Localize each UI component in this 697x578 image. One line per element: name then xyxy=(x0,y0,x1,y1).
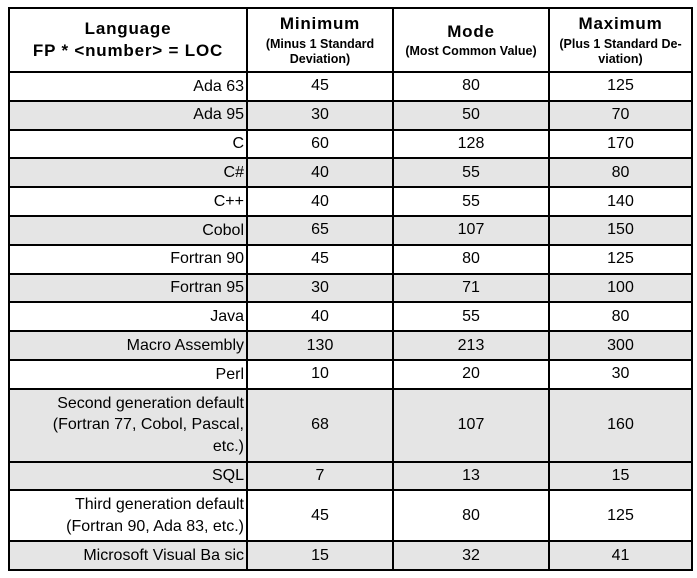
mode-cell: 80 xyxy=(392,243,550,275)
language-cell: Third generation default (Fortran 90, Ad… xyxy=(8,489,248,542)
table-row: Java 40 55 80 xyxy=(8,301,693,333)
mode-cell: 32 xyxy=(392,540,550,571)
language-cell: C++ xyxy=(8,186,248,217)
maximum-cell: 100 xyxy=(548,272,693,304)
maximum-cell: 125 xyxy=(548,489,693,542)
mode-cell: 71 xyxy=(392,272,550,304)
language-cell: Fortran 90 xyxy=(8,243,248,275)
mode-cell: 80 xyxy=(392,489,550,542)
language-cell: SQL xyxy=(8,460,248,492)
minimum-cell: 130 xyxy=(246,330,394,361)
table-body: Ada 63 45 80 125 Ada 95 30 50 70 C 60 12… xyxy=(8,71,693,571)
maximum-cell: 70 xyxy=(548,99,693,131)
maximum-cell: 125 xyxy=(548,243,693,275)
language-cell: Fortran 95 xyxy=(8,272,248,304)
maximum-cell: 300 xyxy=(548,330,693,361)
column-header-mode: Mode (Most Common Value) xyxy=(392,7,550,73)
minimum-header-subtitle: (Minus 1 Standard Deviation) xyxy=(265,36,375,66)
table-row: Ada 95 30 50 70 xyxy=(8,99,693,131)
minimum-cell: 45 xyxy=(246,243,394,275)
column-header-maximum: Maximum (Plus 1 Standard De- viation) xyxy=(548,7,693,73)
maximum-header-subtitle: (Plus 1 Standard De- viation) xyxy=(559,36,682,66)
maximum-cell: 125 xyxy=(548,71,693,102)
language-cell: Perl xyxy=(8,358,248,390)
mode-cell: 20 xyxy=(392,358,550,390)
maximum-cell: 41 xyxy=(548,540,693,571)
minimum-cell: 45 xyxy=(246,71,394,102)
table-row: Ada 63 45 80 125 xyxy=(8,71,693,102)
mode-header-subtitle: (Most Common Value) xyxy=(405,44,537,59)
maximum-cell: 170 xyxy=(548,128,693,160)
mode-cell: 50 xyxy=(392,99,550,131)
maximum-header-title: Maximum xyxy=(578,14,663,34)
maximum-cell: 80 xyxy=(548,157,693,189)
table-row: C# 40 55 80 xyxy=(8,157,693,189)
minimum-cell: 65 xyxy=(246,214,394,246)
minimum-cell: 15 xyxy=(246,540,394,571)
column-header-language: Language FP * <number> = LOC xyxy=(8,7,248,73)
mode-cell: 55 xyxy=(392,186,550,217)
mode-cell: 55 xyxy=(392,157,550,189)
minimum-cell: 45 xyxy=(246,489,394,542)
mode-cell: 55 xyxy=(392,301,550,333)
language-header-title: Language FP * <number> = LOC xyxy=(32,18,224,60)
table-row: Fortran 90 45 80 125 xyxy=(8,243,693,275)
mode-cell: 213 xyxy=(392,330,550,361)
language-cell: Macro Assembly xyxy=(8,330,248,361)
table-row: Fortran 95 30 71 100 xyxy=(8,272,693,304)
language-cell: Microsoft Visual Ba sic xyxy=(8,540,248,571)
minimum-cell: 68 xyxy=(246,387,394,463)
table-row: C++ 40 55 140 xyxy=(8,186,693,217)
minimum-cell: 40 xyxy=(246,186,394,217)
minimum-header-title: Minimum xyxy=(279,14,361,34)
language-cell: C xyxy=(8,128,248,160)
table-row: Third generation default (Fortran 90, Ad… xyxy=(8,489,693,542)
maximum-cell: 140 xyxy=(548,186,693,217)
maximum-cell: 30 xyxy=(548,358,693,390)
fp-loc-table: Language FP * <number> = LOC Minimum (Mi… xyxy=(8,7,693,571)
language-cell: Java xyxy=(8,301,248,333)
table-row: Second generation default (Fortran 77, C… xyxy=(8,387,693,463)
minimum-cell: 7 xyxy=(246,460,394,492)
maximum-cell: 80 xyxy=(548,301,693,333)
mode-cell: 80 xyxy=(392,71,550,102)
language-cell: C# xyxy=(8,157,248,189)
mode-cell: 128 xyxy=(392,128,550,160)
language-cell: Ada 95 xyxy=(8,99,248,131)
mode-header-title: Mode xyxy=(447,21,495,41)
minimum-cell: 60 xyxy=(246,128,394,160)
language-cell: Second generation default (Fortran 77, C… xyxy=(8,387,248,463)
language-cell: Ada 63 xyxy=(8,71,248,102)
minimum-cell: 30 xyxy=(246,272,394,304)
header-row: Language FP * <number> = LOC Minimum (Mi… xyxy=(8,7,693,73)
table-row: Cobol 65 107 150 xyxy=(8,214,693,246)
mode-cell: 13 xyxy=(392,460,550,492)
language-cell: Cobol xyxy=(8,214,248,246)
table-row: Perl 10 20 30 xyxy=(8,358,693,390)
table-row: Microsoft Visual Ba sic 15 32 41 xyxy=(8,540,693,571)
mode-cell: 107 xyxy=(392,214,550,246)
table-row: C 60 128 170 xyxy=(8,128,693,160)
mode-cell: 107 xyxy=(392,387,550,463)
maximum-cell: 160 xyxy=(548,387,693,463)
maximum-cell: 15 xyxy=(548,460,693,492)
table-row: SQL 7 13 15 xyxy=(8,460,693,492)
minimum-cell: 10 xyxy=(246,358,394,390)
minimum-cell: 40 xyxy=(246,157,394,189)
table-row: Macro Assembly 130 213 300 xyxy=(8,330,693,361)
minimum-cell: 30 xyxy=(246,99,394,131)
minimum-cell: 40 xyxy=(246,301,394,333)
maximum-cell: 150 xyxy=(548,214,693,246)
column-header-minimum: Minimum (Minus 1 Standard Deviation) xyxy=(246,7,394,73)
